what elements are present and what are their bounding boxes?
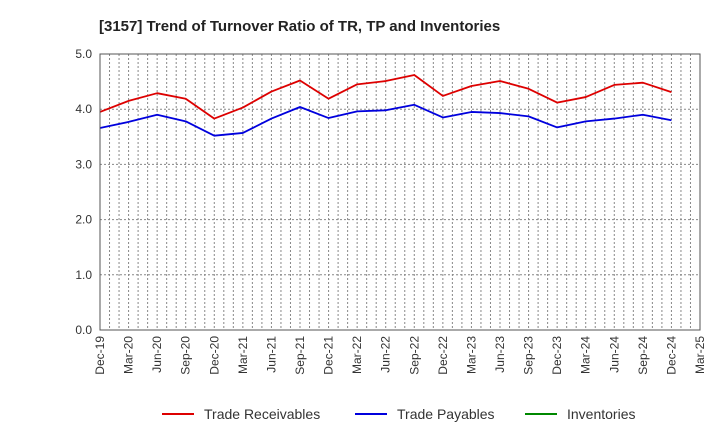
x-tick-label: Jun-20 xyxy=(150,336,164,373)
x-tick-label: Jun-22 xyxy=(379,336,393,373)
x-tick-label: Dec-20 xyxy=(207,336,221,375)
x-tick-label: Dec-19 xyxy=(93,336,107,375)
legend-label: Trade Receivables xyxy=(204,406,320,422)
x-tick-label: Sep-20 xyxy=(179,336,193,375)
series-line-trade-payables xyxy=(99,103,672,137)
y-tick-label: 1.0 xyxy=(75,268,92,282)
x-tick-label: Dec-21 xyxy=(322,336,336,375)
x-tick-label: Mar-23 xyxy=(464,336,478,374)
x-tick-label: Sep-24 xyxy=(636,336,650,375)
series-layer xyxy=(99,74,672,137)
y-axis-ticks: 0.0 1.0 2.0 3.0 4.0 5.0 xyxy=(75,47,92,337)
y-tick-label: 2.0 xyxy=(75,213,92,227)
x-tick-label: Sep-21 xyxy=(293,336,307,375)
x-tick-label: Sep-22 xyxy=(407,336,421,375)
legend-label: Inventories xyxy=(567,406,635,422)
x-tick-label: Mar-21 xyxy=(236,336,250,374)
x-tick-label: Jun-21 xyxy=(264,336,278,373)
x-tick-label: Dec-23 xyxy=(550,336,564,375)
chart-title: [3157] Trend of Turnover Ratio of TR, TP… xyxy=(99,18,500,35)
x-axis-ticks: Dec-19 Mar-20 Jun-20 Sep-20 Dec-20 Mar-21 Jun-… xyxy=(93,336,707,375)
y-tick-label: 5.0 xyxy=(75,47,92,61)
y-tick-label: 4.0 xyxy=(75,102,92,116)
x-tick-label: Mar-20 xyxy=(122,336,136,374)
y-tick-label: 3.0 xyxy=(75,157,92,171)
legend: Trade Receivables Trade Payables Inventori… xyxy=(162,406,635,422)
x-tick-label: Jun-24 xyxy=(607,336,621,373)
series-line-trade-receivables xyxy=(99,74,672,120)
x-tick-label: Dec-22 xyxy=(436,336,450,375)
x-tick-label: Mar-24 xyxy=(579,336,593,374)
plot-frame xyxy=(99,53,701,331)
x-tick-label: Dec-24 xyxy=(664,336,678,375)
y-tick-label: 0.0 xyxy=(75,323,92,337)
x-tick-label: Jun-23 xyxy=(493,336,507,373)
x-tick-label: Sep-23 xyxy=(522,336,536,375)
grid-lines xyxy=(100,54,700,330)
x-tick-label: Mar-22 xyxy=(350,336,364,374)
legend-label: Trade Payables xyxy=(397,406,495,422)
x-tick-label: Mar-25 xyxy=(693,336,707,374)
